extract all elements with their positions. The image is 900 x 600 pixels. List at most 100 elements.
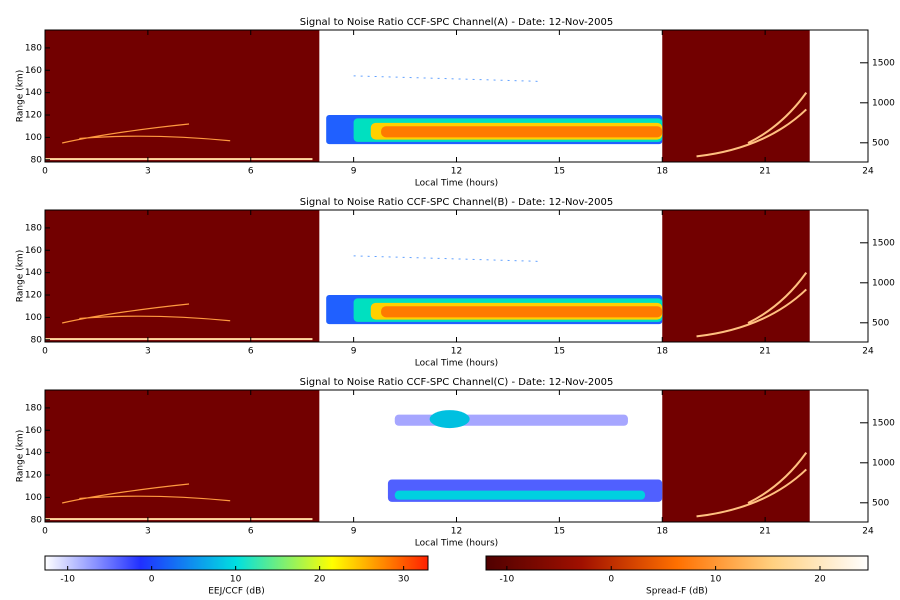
echo-trace [62, 303, 231, 324]
x-axis-label: Local Time (hours) [415, 539, 498, 549]
y2-tick-label: 500 [872, 318, 889, 328]
x-tick-label: 15 [554, 167, 565, 177]
panel-title: Signal to Noise Ratio CCF-SPC Channel(A)… [300, 17, 614, 28]
y2-tick-label: 500 [872, 498, 889, 508]
x-tick-label: 3 [145, 527, 151, 537]
y-tick-label: 80 [31, 335, 43, 345]
y-tick-label: 160 [25, 426, 42, 436]
x-tick-label: 9 [351, 167, 357, 177]
y2-tick-label: 1500 [872, 238, 895, 248]
panel-title: Signal to Noise Ratio CCF-SPC Channel(B)… [300, 197, 614, 208]
colorbar-label: EEJ/CCF (dB) [208, 587, 265, 597]
x-tick-label: 18 [657, 527, 669, 537]
echo-trace [62, 123, 231, 144]
spread-f-region [662, 30, 810, 162]
echo-trace [45, 338, 313, 341]
y2-tick-label: 1000 [872, 458, 895, 468]
colorbar-tick-label: 30 [398, 575, 410, 585]
echo-trace [45, 518, 313, 521]
x-axis-label: Local Time (hours) [415, 179, 498, 189]
y-tick-label: 100 [25, 313, 42, 323]
y-tick-label: 160 [25, 66, 42, 76]
x-tick-label: 15 [554, 527, 565, 537]
y-tick-label: 140 [25, 88, 42, 98]
y-tick-label: 100 [25, 133, 42, 143]
x-tick-label: 18 [657, 167, 669, 177]
echo-trace [696, 452, 808, 518]
y-axis-label: Range (km) [16, 430, 26, 482]
x-tick-label: 24 [862, 167, 874, 177]
x-tick-label: 12 [451, 527, 462, 537]
spread-f-region [45, 210, 320, 342]
spread-f-region [662, 390, 810, 522]
y-tick-label: 120 [25, 291, 42, 301]
y2-tick-label: 500 [872, 138, 889, 148]
y-tick-label: 140 [25, 448, 42, 458]
x-tick-label: 0 [42, 527, 48, 537]
y2-tick-label: 1000 [872, 98, 895, 108]
y-tick-label: 80 [31, 155, 43, 165]
colorbar [45, 556, 428, 570]
colorbar-tick-label: 10 [710, 575, 722, 585]
x-tick-label: 6 [248, 527, 254, 537]
x-tick-label: 9 [351, 527, 357, 537]
x-tick-label: 3 [145, 167, 151, 177]
colorbar-label: Spread-F (dB) [646, 587, 708, 597]
colorbar-frame [44, 555, 429, 571]
echo-trace [696, 272, 808, 338]
colorbar-tick-label: 0 [149, 575, 155, 585]
echo-blob [429, 410, 470, 429]
x-tick-label: 21 [759, 527, 770, 537]
x-tick-label: 24 [862, 347, 874, 357]
echo-scatter [353, 75, 543, 82]
x-tick-label: 21 [759, 167, 770, 177]
x-tick-label: 3 [145, 347, 151, 357]
echo-band [381, 306, 663, 318]
spread-f-region [45, 30, 320, 162]
y-tick-label: 180 [25, 403, 42, 413]
x-tick-label: 21 [759, 347, 770, 357]
panel-title: Signal to Noise Ratio CCF-SPC Channel(C)… [300, 377, 614, 388]
x-tick-label: 15 [554, 347, 565, 357]
echo-band [394, 414, 628, 426]
y-tick-label: 120 [25, 471, 42, 481]
y-axis-label: Range (km) [16, 70, 26, 122]
y-tick-label: 120 [25, 111, 42, 121]
y-tick-label: 180 [25, 43, 42, 53]
x-tick-label: 24 [862, 527, 874, 537]
colorbar [486, 556, 868, 570]
colorbar-tick-label: -10 [60, 575, 75, 585]
echo-trace [696, 92, 808, 158]
spread-f-region [45, 390, 320, 522]
x-tick-label: 9 [351, 347, 357, 357]
x-tick-label: 0 [42, 347, 48, 357]
x-tick-label: 12 [451, 347, 462, 357]
echo-scatter [353, 255, 543, 262]
x-axis-label: Local Time (hours) [415, 359, 498, 369]
colorbar-tick-label: 0 [608, 575, 614, 585]
x-tick-label: 12 [451, 167, 462, 177]
y-tick-label: 160 [25, 246, 42, 256]
y2-tick-label: 1500 [872, 418, 895, 428]
echo-band [394, 490, 646, 500]
x-tick-label: 18 [657, 347, 669, 357]
y2-tick-label: 1500 [872, 58, 895, 68]
colorbar-frame [485, 555, 869, 571]
echo-band [381, 126, 663, 138]
y-tick-label: 140 [25, 268, 42, 278]
y2-tick-label: 1000 [872, 278, 895, 288]
y-tick-label: 180 [25, 223, 42, 233]
colorbar-tick-label: 20 [814, 575, 826, 585]
x-tick-label: 0 [42, 167, 48, 177]
colorbar-tick-label: -10 [500, 575, 515, 585]
x-tick-label: 6 [248, 167, 254, 177]
y-tick-label: 100 [25, 493, 42, 503]
echo-trace [62, 483, 231, 504]
spread-f-region [662, 210, 810, 342]
y-axis-label: Range (km) [16, 250, 26, 302]
y-tick-label: 80 [31, 515, 43, 525]
x-tick-label: 6 [248, 347, 254, 357]
echo-trace [45, 158, 313, 161]
colorbar-tick-label: 10 [230, 575, 242, 585]
